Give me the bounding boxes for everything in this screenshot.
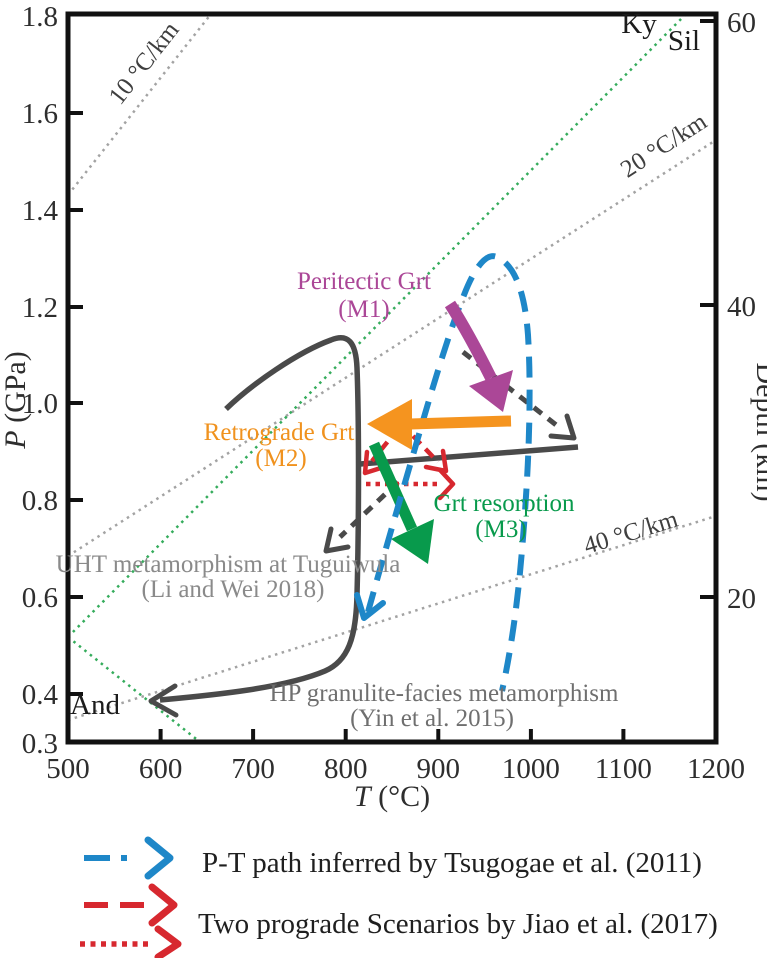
depth-tick-40: 40 — [727, 291, 756, 323]
y-tick-1-6: 1.6 — [22, 98, 58, 130]
isobaric-heating-segment — [359, 444, 579, 467]
peritectic-grt-label: Peritectic Grt — [297, 268, 431, 295]
x-axis-symbol: T — [354, 780, 373, 813]
x-tick-700: 700 — [231, 753, 275, 785]
m1-arrow-head — [469, 370, 513, 412]
y-tick-0-8: 0.8 — [22, 485, 58, 517]
x-tick-1000: 1000 — [502, 753, 560, 785]
inferred-arrow-right-head — [548, 413, 577, 441]
m1-arrow-shaft — [444, 300, 497, 381]
y-axis-tick-labels: 1.8 1.6 1.4 1.2 1.0 0.8 0.6 0.4 0.3 — [22, 1, 59, 760]
y-tick-1-2: 1.2 — [22, 292, 58, 324]
y-tick-1-4: 1.4 — [22, 195, 59, 227]
hp-reference-label: (Yin et al. 2015) — [350, 705, 514, 732]
y-axis-symbol: P — [0, 430, 32, 449]
legend-item-tsugogae: P-T path inferred by Tsugogae et al. (20… — [84, 836, 702, 880]
tsugogae-2011-arrowhead — [354, 592, 386, 621]
legend: P-T path inferred by Tsugogae et al. (20… — [80, 836, 718, 958]
depth-tick-60: 60 — [727, 7, 756, 39]
depth-axis-ticks — [700, 19, 716, 599]
legend-blue-arrowhead-icon — [144, 836, 174, 880]
retrograde-grt-label: Retrograde Grt — [204, 419, 355, 446]
x-tick-500: 500 — [46, 753, 90, 785]
m2-retrograde-arrow — [367, 399, 512, 450]
tsugogae-2011-path — [354, 253, 533, 692]
y-axis-title: P (GPa) — [0, 351, 32, 449]
al2sio5-boundaries — [67, 13, 687, 743]
m2-arrow-head — [367, 399, 412, 450]
x-tick-900: 900 — [417, 753, 461, 785]
geotherm-lines — [67, 13, 717, 722]
jiao-dashed-right-head — [423, 448, 449, 474]
uht-reference-label: (Li and Wei 2018) — [142, 576, 325, 603]
andalusite-label: And — [70, 689, 120, 721]
legend-red-dashed-arrowhead-icon — [148, 883, 178, 927]
jiao-dotted-head — [437, 467, 456, 501]
m1-peritectic-arrow — [444, 300, 513, 412]
y-tick-0-3: 0.3 — [22, 728, 58, 760]
m3-resorption-arrow — [368, 441, 434, 564]
y-tick-0-6: 0.6 — [22, 582, 58, 614]
geotherm-40-label: 40 °C/km — [581, 506, 682, 560]
depth-axis-title: Depth (km) — [750, 362, 767, 501]
legend-tsugogae-label: P-T path inferred by Tsugogae et al. (20… — [202, 847, 702, 879]
yin-2015-path — [148, 335, 579, 718]
legend-jiao-label: Two prograde Scenarios by Jiao et al. (2… — [198, 908, 718, 940]
grt-resorption-label: Grt resorption — [434, 490, 575, 517]
y-tick-1-0: 1.0 — [22, 388, 58, 420]
kyanite-label: Ky — [621, 8, 657, 40]
m2-arrow-shaft — [409, 415, 512, 430]
x-tick-1200: 1200 — [687, 753, 745, 785]
y-axis-ticks — [68, 111, 83, 696]
and-sil-boundary-line — [67, 636, 201, 743]
grt-resorption-m3: (M3) — [475, 516, 526, 543]
x-axis-units: (°C) — [371, 780, 431, 813]
x-axis-tick-labels: 500 600 700 800 900 1000 1100 1200 — [46, 753, 745, 785]
m3-arrow-shaft — [368, 441, 418, 532]
geotherm-20-line — [67, 138, 717, 558]
inferred-arrow-left-shaft — [338, 480, 400, 539]
uht-metamorphism-label: UHT metamorphism at Tuguiwula — [56, 551, 401, 578]
peritectic-grt-m1: (M1) — [338, 296, 389, 323]
depth-tick-20: 20 — [727, 583, 756, 615]
x-tick-600: 600 — [139, 753, 183, 785]
geotherm-10-line — [67, 13, 212, 196]
legend-red-dotted-arrowhead-icon — [154, 925, 182, 958]
m3-arrow-head — [391, 519, 434, 564]
depth-axis-tick-labels: 60 40 20 — [727, 7, 756, 615]
legend-item-jiao: Two prograde Scenarios by Jiao et al. (2… — [80, 883, 718, 958]
inferred-arrow-left-head — [323, 526, 351, 554]
y-tick-1-8: 1.8 — [22, 1, 58, 33]
y-tick-0-4: 0.4 — [22, 679, 59, 711]
x-axis-title: T (°C) — [354, 780, 430, 813]
retrograde-grt-m2: (M2) — [255, 445, 306, 472]
x-tick-800: 800 — [324, 753, 368, 785]
yin-2015-curve — [159, 335, 362, 703]
plot-frame — [65, 11, 719, 745]
hp-granulite-label: HP granulite-facies metamorphism — [270, 680, 620, 707]
sillimanite-label: Sil — [668, 25, 700, 57]
jiao-dashed-left-head — [362, 449, 387, 476]
y-axis-units: (GPa) — [0, 351, 32, 430]
x-tick-1100: 1100 — [595, 753, 652, 785]
yin-2015-arrowhead — [148, 683, 179, 718]
x-axis-ticks — [158, 729, 626, 742]
